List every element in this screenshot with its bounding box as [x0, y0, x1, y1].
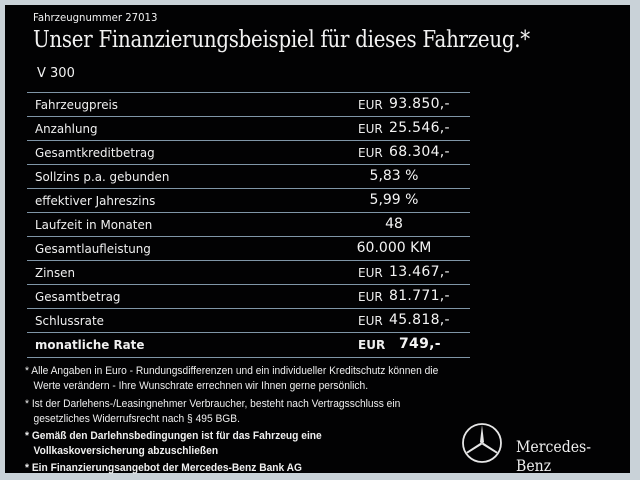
row-value: 60.000 KM: [356, 240, 432, 256]
mercedes-star-icon: [462, 423, 502, 463]
page-title: Unser Finanzierungsbeispiel für dieses F…: [33, 27, 530, 53]
row-value: 68.304,-: [389, 144, 450, 160]
row-label: Laufzeit in Monaten: [35, 217, 153, 232]
table-row: Gesamtlaufleistung 60.000 KM: [27, 236, 470, 260]
row-currency: EUR: [358, 290, 383, 304]
footnote-4: * Ein Finanzierungsangebot der Mercedes-…: [25, 462, 303, 474]
table-row: Anzahlung EUR 25.546,-: [27, 116, 470, 140]
row-value: 81.771,-: [389, 288, 450, 304]
row-value: 48: [385, 216, 403, 232]
finance-panel: Fahrzeugnummer 27013 Unser Finanzierungs…: [5, 5, 630, 475]
row-currency: EUR: [358, 146, 383, 160]
row-value: 13.467,-: [389, 264, 450, 280]
row-value: 25.546,-: [389, 120, 450, 136]
row-value: 93.850,-: [389, 96, 450, 112]
row-label: Sollzins p.a. gebunden: [35, 169, 170, 184]
row-label: monatliche Rate: [35, 337, 145, 352]
row-label: Zinsen: [35, 265, 75, 280]
brand-name: Mercedes-Benz: [516, 437, 592, 475]
row-label: Gesamtkreditbetrag: [35, 145, 155, 160]
row-label: Schlussrate: [35, 313, 104, 328]
footnote-2-cont: gesetzliches Widerrufsrecht nach § 495 B…: [25, 413, 240, 425]
model-name: V 300: [37, 66, 75, 81]
row-value: 5,83 %: [369, 168, 419, 184]
row-currency: EUR: [358, 314, 383, 328]
footnote-2: * Ist der Darlehens-/Leasingnehmer Verbr…: [25, 398, 401, 410]
table-row: effektiver Jahreszins 5,99 %: [27, 188, 470, 212]
table-row: Sollzins p.a. gebunden 5,83 %: [27, 164, 470, 188]
row-label: Gesamtbetrag: [35, 289, 121, 304]
table-row: Schlussrate EUR 45.818,-: [27, 308, 470, 332]
table-row: Gesamtkreditbetrag EUR 68.304,-: [27, 140, 470, 164]
table-row: Fahrzeugpreis EUR 93.850,-: [27, 92, 470, 116]
row-value: 45.818,-: [389, 312, 450, 328]
row-value: 749,-: [399, 336, 441, 352]
finance-table: Fahrzeugpreis EUR 93.850,- Anzahlung EUR 25.5…: [27, 92, 470, 358]
row-label: Anzahlung: [35, 121, 98, 136]
row-label: Gesamtlaufleistung: [35, 241, 151, 256]
footnote-1-cont: Werte verändern - Ihre Wunschrate errech…: [25, 380, 369, 392]
row-currency: EUR: [358, 122, 383, 136]
footnote-3-cont: Vollkaskoversicherung abzuschließen: [25, 445, 219, 457]
table-row: monatliche Rate EUR 749,-: [27, 332, 470, 358]
row-label: Fahrzeugpreis: [35, 97, 118, 112]
footnote-1: * Alle Angaben in Euro - Rundungsdiffere…: [25, 365, 439, 377]
vehicle-number: Fahrzeugnummer 27013: [33, 11, 158, 24]
row-currency: EUR: [358, 98, 383, 112]
row-currency: EUR: [358, 266, 383, 280]
row-label: effektiver Jahreszins: [35, 193, 156, 208]
table-row: Laufzeit in Monaten 48: [27, 212, 470, 236]
table-row: Zinsen EUR 13.467,-: [27, 260, 470, 284]
row-value: 5,99 %: [369, 192, 419, 208]
row-currency: EUR: [358, 338, 386, 352]
table-row: Gesamtbetrag EUR 81.771,-: [27, 284, 470, 308]
footnote-3: * Gemäß den Darlehnsbedingungen ist für …: [25, 430, 322, 442]
